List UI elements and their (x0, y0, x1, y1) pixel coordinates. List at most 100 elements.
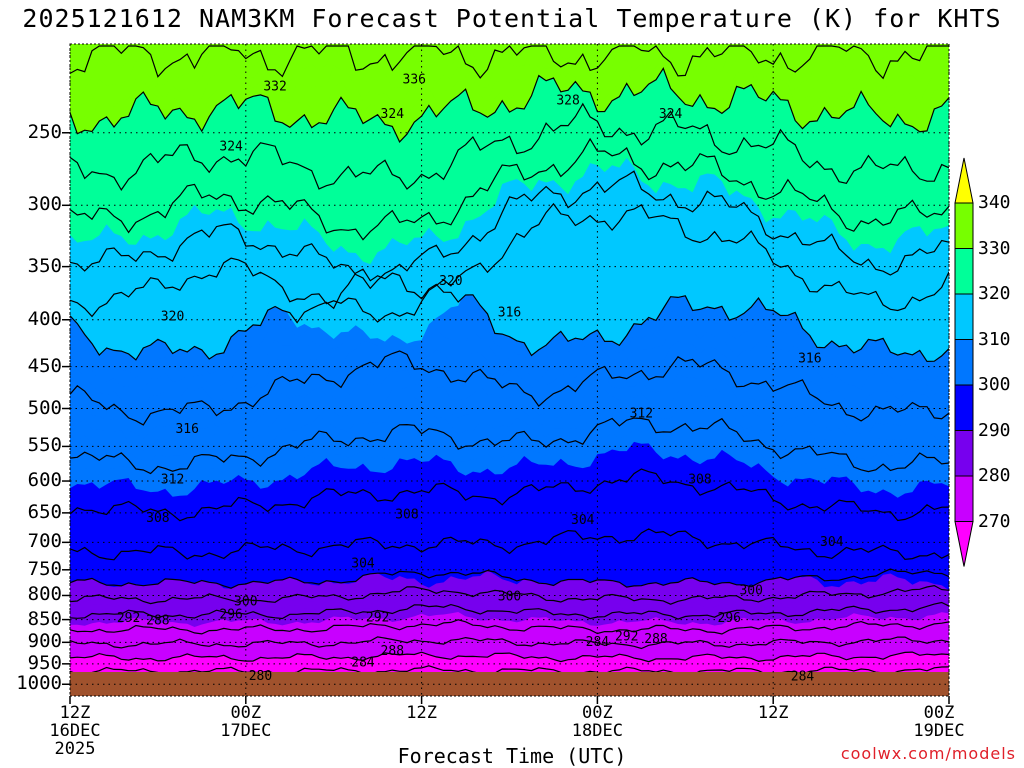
contour-label: 288 (381, 644, 404, 659)
colorbar-label: 270 (978, 510, 1011, 532)
contour-line-312 (70, 417, 949, 475)
contour-label: 324 (659, 107, 683, 122)
y-tick-label: 600 (27, 469, 62, 492)
contour-label: 328 (556, 94, 579, 109)
credit-link[interactable]: coolwx.com/models (840, 744, 1016, 763)
colorbar-label: 290 (978, 419, 1011, 441)
contour-label: 284 (791, 669, 815, 684)
x-ticks (69, 696, 950, 704)
contour-line-288 (70, 619, 949, 635)
contour-labels: 336 332 328 324 324 324 320 320 316 316 316 312 312 3… (117, 72, 844, 684)
y-tick-label: 750 (27, 557, 62, 580)
ground-terrain (70, 672, 949, 696)
colorbar-box (954, 293, 974, 340)
contour-line-280 (70, 651, 949, 663)
y-tick-label: 850 (27, 607, 62, 630)
contour-label: 280 (249, 669, 272, 684)
x-tick-label-line: 17DEC (220, 721, 272, 741)
colorbar-top-arrow (954, 157, 974, 204)
contour-label: 300 (234, 594, 257, 609)
contour-label: 288 (644, 632, 667, 647)
contour-line-292 (70, 601, 949, 620)
x-axis-title: Forecast Time (UTC) (397, 744, 627, 768)
band-fill (70, 44, 949, 70)
contour-label: 284 (351, 656, 375, 671)
contour-line-340 (70, 67, 949, 143)
x-tick-label-line (372, 722, 472, 740)
contour-label: 332 (263, 80, 286, 95)
y-tick-label: 300 (27, 193, 62, 216)
x-tick-label: 12Z (723, 704, 823, 740)
contour-label: 292 (117, 611, 140, 626)
contour-line-300 (70, 568, 949, 589)
x-tick-label-line (723, 722, 823, 740)
contour-label: 292 (615, 630, 638, 645)
contour-line-332 (70, 137, 949, 241)
contour-label: 288 (146, 614, 169, 629)
colorbar-label: 330 (978, 237, 1011, 259)
y-tick-label: 450 (27, 354, 62, 377)
shaded-contour-bands (70, 44, 949, 696)
x-tick-label: 00Z 17DEC (196, 704, 296, 740)
x-tick-label-line: 19DEC (913, 721, 965, 741)
contour-line-316 (70, 350, 949, 426)
y-tick-label: 400 (27, 307, 62, 330)
colorbar-box (954, 384, 974, 431)
x-tick-label-line: 00Z (230, 703, 262, 723)
x-tick-label-line: 00Z (582, 703, 613, 723)
x-tick-label-line: 2025 (54, 739, 96, 759)
x-tick-label-line: 12Z (757, 703, 789, 723)
y-tick-label: 700 (27, 530, 62, 553)
colorbar-label: 310 (978, 328, 1011, 350)
colorbar-box (954, 339, 974, 386)
contour-line-328 (70, 170, 949, 290)
contour-line-304 (70, 528, 949, 561)
y-ticks (62, 132, 70, 685)
colorbar-label: 320 (978, 283, 1011, 304)
contour-label: 308 (146, 511, 169, 526)
contour-label: 324 (381, 107, 405, 122)
colorbar-label: 340 (978, 192, 1011, 213)
colorbar-box (954, 202, 974, 249)
colorbar-box (954, 248, 974, 295)
y-tick-label: 650 (27, 500, 62, 523)
colorbar-label: 300 (978, 374, 1011, 395)
contour-label: 308 (395, 507, 418, 522)
contour-label: 320 (439, 274, 462, 289)
y-tick-label: 900 (27, 630, 62, 653)
y-tick-label: 550 (27, 434, 62, 457)
contour-line-336 (70, 102, 949, 192)
contour-label: 304 (820, 535, 844, 550)
chart-title: 2025121612 NAM3KM Forecast Potential Tem… (22, 4, 1002, 33)
x-tick-label: 12Z 16DEC 2025 (40, 704, 110, 758)
contour-line-296 (70, 584, 949, 605)
contour-label: 312 (630, 406, 653, 421)
colorbar-box (954, 475, 974, 522)
contour-label: 324 (219, 139, 243, 154)
contour-label: 300 (498, 589, 521, 604)
contour-label: 284 (586, 635, 610, 650)
x-tick-label-line: 18DEC (571, 721, 623, 741)
contour-line-324 (70, 202, 949, 323)
y-tick-label: 350 (27, 254, 62, 277)
contour-line-284 (70, 636, 949, 650)
x-tick-label-line: 12Z (406, 703, 437, 723)
plot-frame (69, 43, 950, 697)
colorbar-bottom-arrow (954, 521, 974, 567)
contour-label: 300 (739, 583, 762, 598)
contour-label: 316 (175, 422, 198, 437)
contour-label: 292 (366, 610, 389, 625)
y-tick-label: 1000 (16, 672, 62, 695)
x-tick-label-line: 16DEC (49, 721, 101, 741)
x-tick-label: 00Z 18DEC (547, 704, 647, 740)
contour-label: 296 (219, 607, 242, 622)
contour-label: 316 (498, 306, 521, 321)
contour-line-344 (70, 45, 949, 80)
band-fill (70, 44, 949, 79)
colorbar-label: 280 (978, 465, 1011, 486)
contour-label: 336 (403, 72, 426, 87)
contour-label: 304 (351, 556, 375, 571)
contour-label: 312 (161, 472, 184, 487)
contour-label: 320 (161, 310, 184, 325)
contour-label: 308 (688, 472, 711, 487)
